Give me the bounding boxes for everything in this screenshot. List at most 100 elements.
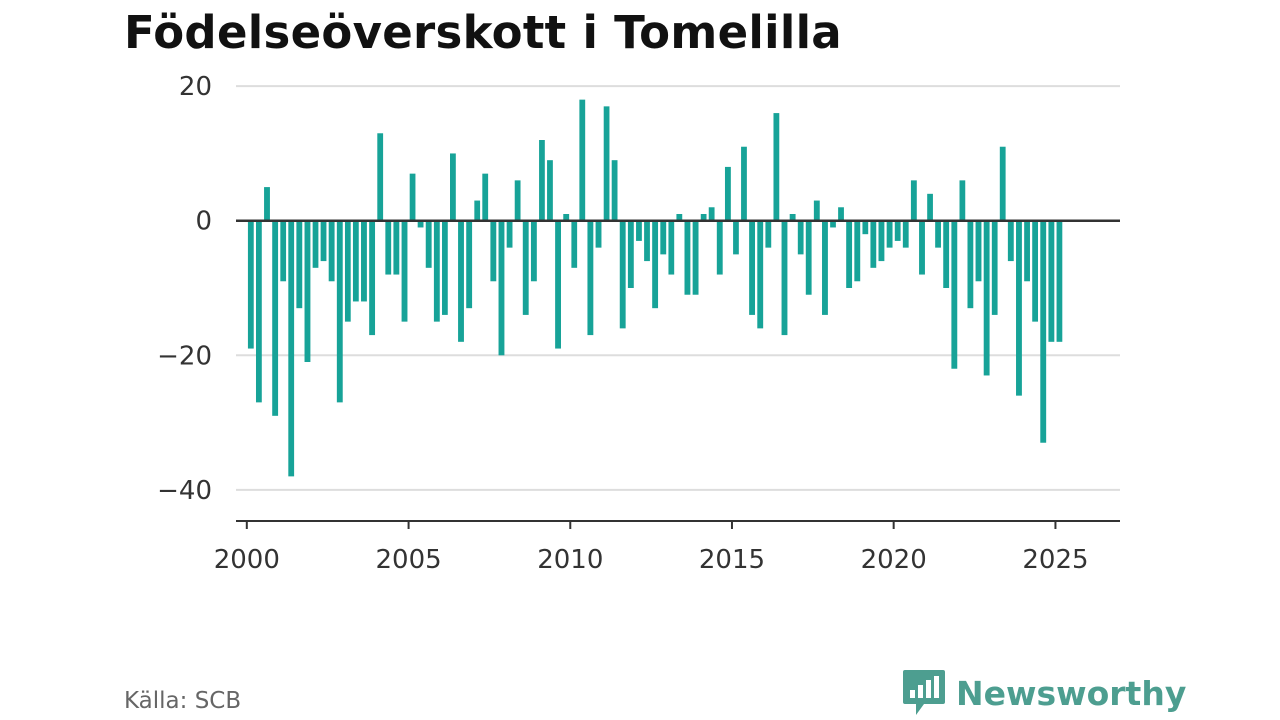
bar bbox=[1056, 220, 1063, 342]
bar bbox=[264, 187, 270, 221]
bar bbox=[312, 220, 319, 268]
bar bbox=[272, 220, 279, 416]
bar bbox=[571, 220, 578, 268]
bar bbox=[433, 220, 440, 322]
bar bbox=[959, 180, 966, 221]
bar bbox=[547, 160, 553, 221]
bar bbox=[401, 220, 408, 322]
bar bbox=[539, 140, 545, 221]
y-tick-label: 0 bbox=[195, 207, 212, 237]
bars bbox=[247, 99, 1063, 477]
x-tick-label: 2000 bbox=[214, 545, 280, 575]
bar bbox=[482, 173, 489, 221]
bar bbox=[344, 220, 351, 322]
bar bbox=[1048, 220, 1055, 342]
bar bbox=[377, 133, 384, 221]
x-tick-label: 2015 bbox=[699, 545, 765, 575]
bar bbox=[781, 220, 788, 336]
bar bbox=[919, 220, 925, 275]
bar bbox=[765, 220, 772, 248]
bar bbox=[676, 214, 683, 221]
bar bbox=[943, 220, 950, 288]
x-tick-label: 2025 bbox=[1022, 545, 1088, 575]
bar bbox=[328, 220, 335, 282]
bar bbox=[805, 220, 812, 295]
bar bbox=[757, 220, 764, 329]
bar bbox=[660, 220, 667, 255]
bar bbox=[692, 220, 699, 295]
bar bbox=[927, 193, 933, 221]
bar bbox=[902, 220, 909, 248]
y-tick-labels: −40 −20 0 20 bbox=[157, 72, 212, 506]
bar bbox=[813, 200, 820, 221]
bar bbox=[975, 220, 982, 282]
bar bbox=[627, 220, 634, 288]
bar bbox=[854, 220, 861, 282]
bar bbox=[442, 220, 448, 315]
bar bbox=[862, 220, 869, 235]
bar bbox=[773, 113, 780, 221]
x-tick-label: 2005 bbox=[375, 545, 441, 575]
bar bbox=[1024, 220, 1030, 282]
bar bbox=[708, 207, 715, 221]
newsworthy-logo-icon bbox=[903, 670, 945, 715]
bar bbox=[700, 214, 707, 221]
bar bbox=[280, 220, 287, 282]
bar bbox=[822, 220, 828, 315]
bar bbox=[999, 146, 1006, 221]
bar bbox=[1032, 220, 1039, 322]
axes bbox=[236, 219, 1120, 529]
y-tick-label: −40 bbox=[157, 476, 212, 506]
bar bbox=[724, 166, 731, 221]
bar bbox=[247, 220, 254, 349]
bar bbox=[749, 220, 756, 315]
bar bbox=[830, 220, 836, 228]
bar bbox=[450, 153, 456, 221]
gridlines bbox=[236, 85, 1120, 491]
bar bbox=[352, 220, 359, 302]
bar bbox=[886, 220, 893, 248]
bar bbox=[636, 220, 642, 241]
chart-title: Födelseöverskott i Tomelilla bbox=[124, 6, 842, 59]
bar bbox=[522, 220, 529, 315]
bar bbox=[838, 207, 844, 221]
bar bbox=[894, 220, 901, 241]
bar bbox=[361, 220, 367, 302]
bar bbox=[741, 146, 747, 221]
bar bbox=[425, 220, 432, 268]
bar bbox=[967, 220, 974, 309]
bar bbox=[910, 180, 917, 221]
bar bbox=[563, 214, 570, 221]
bar bbox=[579, 99, 586, 221]
bar bbox=[716, 220, 723, 275]
bar bbox=[288, 220, 295, 477]
bar bbox=[684, 220, 691, 295]
bar bbox=[555, 220, 561, 349]
bar bbox=[417, 220, 424, 228]
bar bbox=[409, 173, 416, 221]
bar bbox=[490, 220, 497, 282]
bar bbox=[619, 220, 626, 329]
bar bbox=[983, 220, 990, 376]
bar bbox=[846, 220, 853, 288]
bar bbox=[789, 214, 796, 221]
bar bbox=[530, 220, 537, 282]
bar bbox=[336, 220, 343, 403]
x-tick-label: 2020 bbox=[861, 545, 927, 575]
bar bbox=[255, 220, 262, 403]
y-tick-label: 20 bbox=[179, 72, 212, 102]
bar bbox=[385, 220, 392, 275]
y-tick-label: −20 bbox=[157, 341, 212, 371]
bar bbox=[668, 220, 675, 275]
bar bbox=[1007, 220, 1014, 262]
brand-logo[interactable]: Newsworthy bbox=[902, 668, 1186, 718]
bar bbox=[474, 200, 481, 221]
bar bbox=[951, 220, 958, 369]
bar bbox=[595, 220, 602, 248]
x-tick-labels: 2000 2005 2010 2015 2020 2025 bbox=[214, 545, 1089, 575]
bar bbox=[644, 220, 650, 262]
bar bbox=[296, 220, 303, 309]
bar bbox=[797, 220, 804, 255]
bar bbox=[458, 220, 464, 342]
bar bbox=[514, 180, 521, 221]
